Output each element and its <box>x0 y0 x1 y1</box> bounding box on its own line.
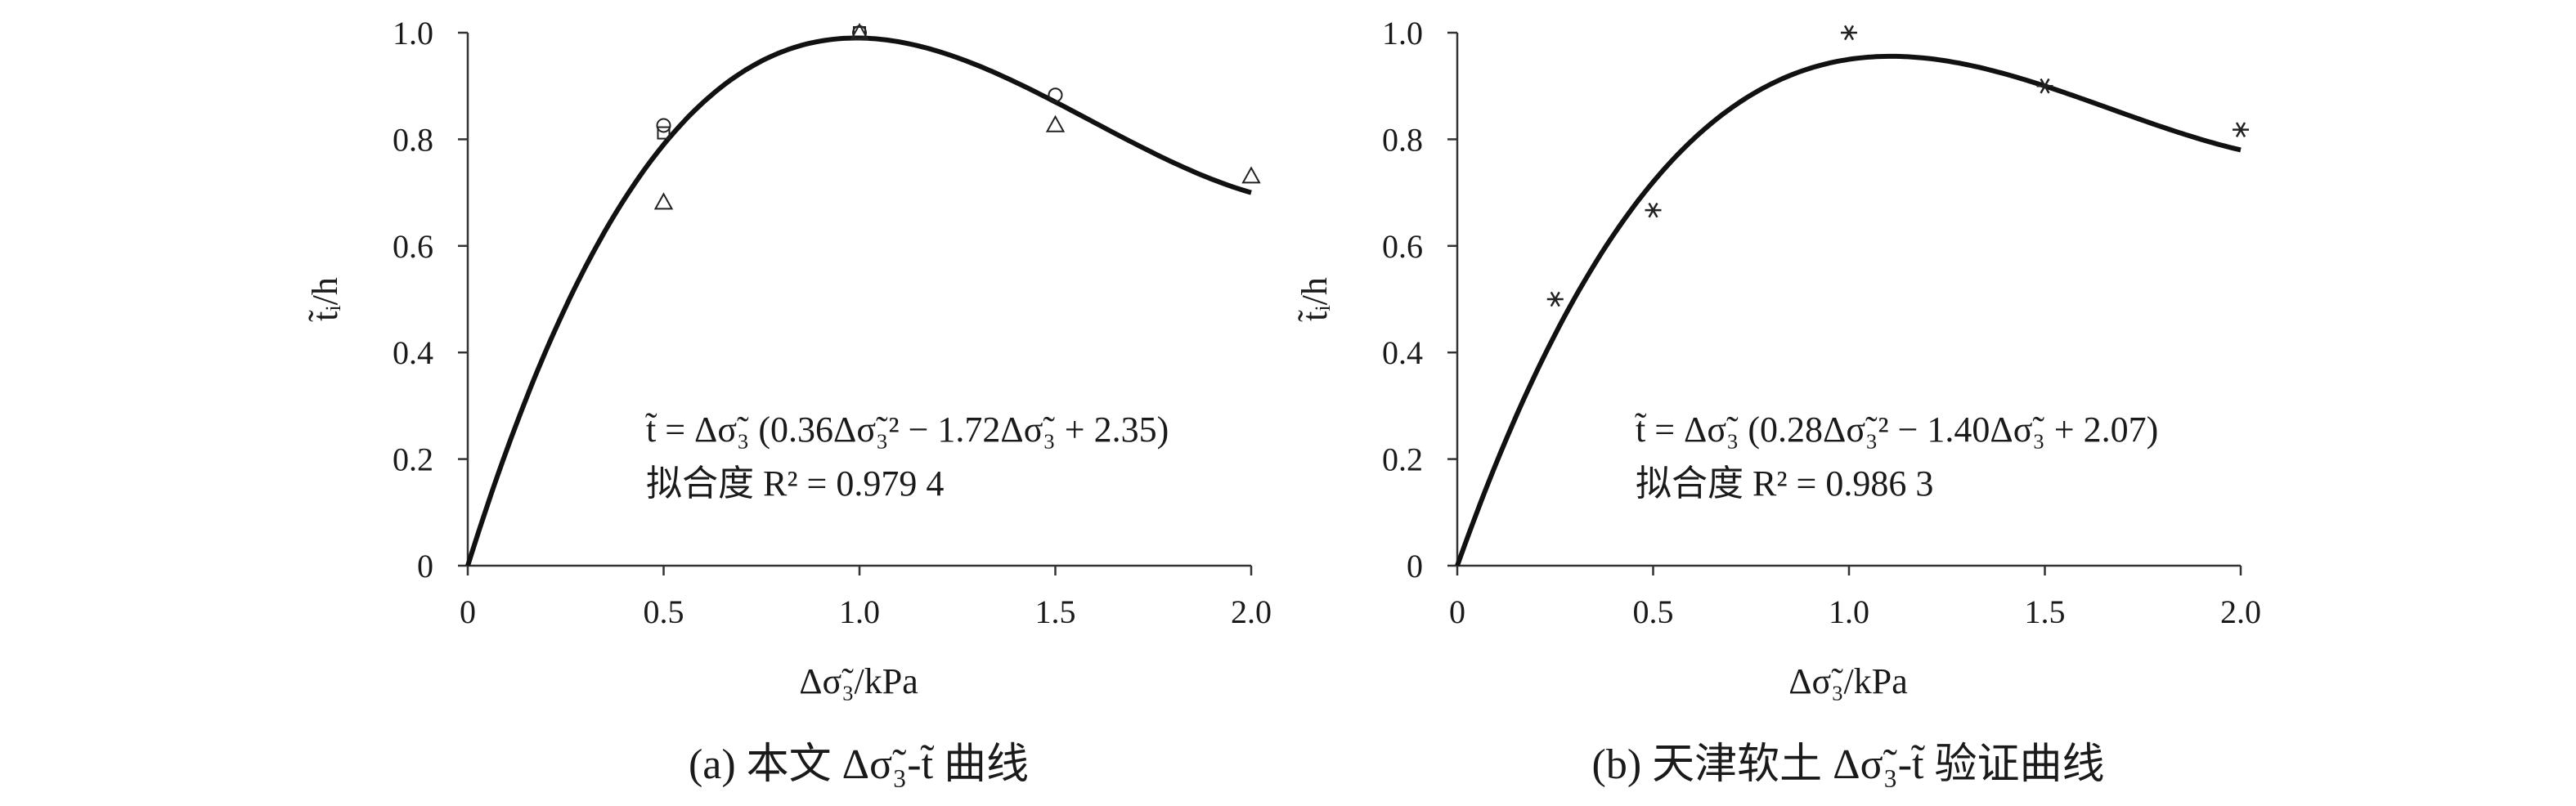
y-tick-label: 0.6 <box>1382 228 1423 265</box>
x-tick-label: 0 <box>460 593 476 630</box>
fit-equation: t̃ = Δσ̃₃ (0.36Δσ̃₃² − 1.72Δσ̃₃ + 2.35) <box>645 410 1169 450</box>
y-tick-label: 1.0 <box>1382 15 1423 51</box>
y-tick-label: 0.6 <box>393 228 433 265</box>
fit-r2: 拟合度 R² = 0.979 4 <box>646 463 944 504</box>
x-tick-label: 1.5 <box>1035 593 1076 630</box>
y-tick-label: 0.8 <box>393 121 433 158</box>
x-axis-title: Δσ̃₃/kPa <box>799 661 918 701</box>
data-point-asterisk <box>1645 202 1662 218</box>
fitted-curve <box>1455 53 2242 567</box>
panel-caption: (b) 天津软土 Δσ̃₃-t̃ 验证曲线 <box>1592 741 2105 788</box>
data-point-square <box>657 126 671 140</box>
panel-caption: (a) 本文 Δσ̃₃-t̃ 曲线 <box>689 741 1029 788</box>
data-point-asterisk <box>1841 25 1857 41</box>
y-tick-label: 0 <box>1407 548 1423 584</box>
x-tick-label: 2.0 <box>1231 593 1272 630</box>
fit-r2: 拟合度 R² = 0.986 3 <box>1636 463 1933 504</box>
y-tick-label: 0.4 <box>1382 334 1423 371</box>
data-point-circle <box>656 118 671 133</box>
y-tick-label: 0 <box>417 548 433 584</box>
panel-b: 0 0.5 1.0 1.5 2.0 0 0.2 0.4 0.6 0.8 1.0 Δσ̃₃/kPa t̃ᵢ… <box>1295 15 2261 788</box>
x-tick-label: 0.5 <box>644 593 684 630</box>
data-point-triangle <box>850 22 869 40</box>
y-tick-label: 0.2 <box>1382 441 1423 478</box>
data-point-asterisk <box>2233 122 2249 137</box>
y-tick-label: 0.4 <box>393 334 433 371</box>
x-tick-label: 2.0 <box>2220 593 2261 630</box>
data-point-asterisk <box>2036 78 2053 94</box>
x-tick-label: 0 <box>1449 593 1465 630</box>
x-axis-title: Δσ̃₃/kPa <box>1788 661 1908 701</box>
y-tick-label: 0.8 <box>1382 121 1423 158</box>
data-point-triangle <box>653 192 674 210</box>
data-point-asterisk <box>1546 291 1564 307</box>
y-axis-title: t̃ᵢ/h <box>1295 277 1335 322</box>
x-tick-label: 0.5 <box>1633 593 1674 630</box>
x-tick-label: 1.0 <box>1829 593 1869 630</box>
y-tick-label: 1.0 <box>393 15 433 51</box>
data-point-circle <box>1048 87 1063 103</box>
fit-equation: t̃ = Δσ̃₃ (0.28Δσ̃₃² − 1.40Δσ̃₃ + 2.07) <box>1635 410 2158 450</box>
panel-a: 0 0.5 1.0 1.5 2.0 0 0.2 0.4 0.6 0.8 1.0 Δσ̃₃/kPa t̃ᵢ… <box>305 15 1272 788</box>
x-tick-label: 1.5 <box>2025 593 2066 630</box>
x-tick-label: 1.0 <box>839 593 880 630</box>
data-point-triangle <box>1045 114 1066 132</box>
data-point-triangle <box>1241 166 1261 184</box>
y-axis-title: t̃ᵢ/h <box>305 277 345 322</box>
y-tick-label: 0.2 <box>393 441 433 478</box>
